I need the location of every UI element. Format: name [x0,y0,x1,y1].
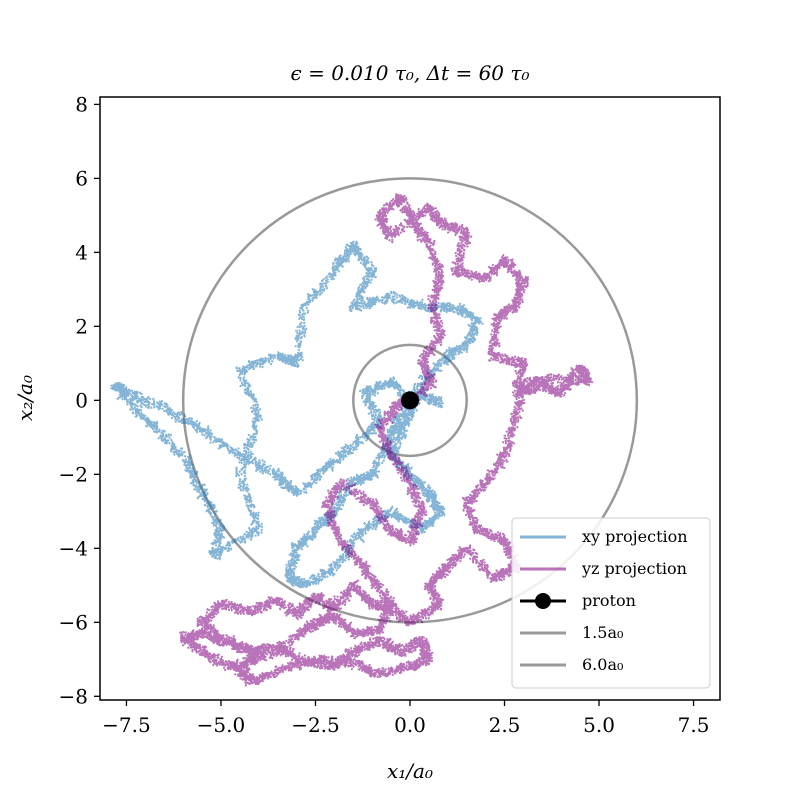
x-tick-label: 0.0 [394,713,426,737]
legend-label: yz projection [581,559,687,578]
y-tick-label: 0 [75,388,88,412]
legend-entry: 6.0a₀ [520,655,623,674]
y-tick-label: 4 [75,240,88,264]
x-tick-label: −2.5 [291,713,340,737]
legend-marker [535,593,551,609]
legend-box [511,517,711,689]
legend-label: proton [582,591,636,610]
y-tick-label: −8 [59,684,88,708]
x-tick-label: 7.5 [678,713,710,737]
y-tick-label: 2 [75,314,88,338]
legend-entry: proton [520,591,636,610]
x-tick-label: 2.5 [489,713,521,737]
y-axis-label: x₂/a₀ [13,375,37,421]
y-tick-label: −4 [59,536,88,560]
trajectory-yz-projection [179,193,594,687]
y-tick-label: −2 [59,462,88,486]
legend-entry: 1.5a₀ [520,623,623,642]
chart-title: ϵ = 0.010 τ₀, Δt = 60 τ₀ [291,61,530,85]
x-axis: −7.5 −5.0 −2.5 0.0 2.5 5.0 7.5 [102,700,709,737]
legend-label: 6.0a₀ [582,655,623,674]
y-axis: −8 −6 −4 −2 0 2 4 6 8 [59,92,100,708]
legend-entry: xy projection [520,527,688,546]
trajectory-xy-projection [110,240,484,590]
y-tick-label: 8 [75,92,88,116]
legend: xy projection yz projection proton 1.5a₀ 6.0… [511,517,711,689]
legend-label: 1.5a₀ [582,623,623,642]
legend-label: xy projection [582,527,688,546]
legend-entry: yz projection [520,559,687,578]
x-tick-label: −5.0 [197,713,246,737]
plot-area [110,177,639,687]
x-tick-label: −7.5 [102,713,151,737]
x-axis-label: x₁/a₀ [387,759,433,783]
proton-marker [401,391,419,410]
circle-1.5a0 [352,343,468,458]
y-tick-label: −6 [59,610,88,634]
y-tick-label: 6 [75,166,88,190]
x-tick-label: 5.0 [583,713,615,737]
